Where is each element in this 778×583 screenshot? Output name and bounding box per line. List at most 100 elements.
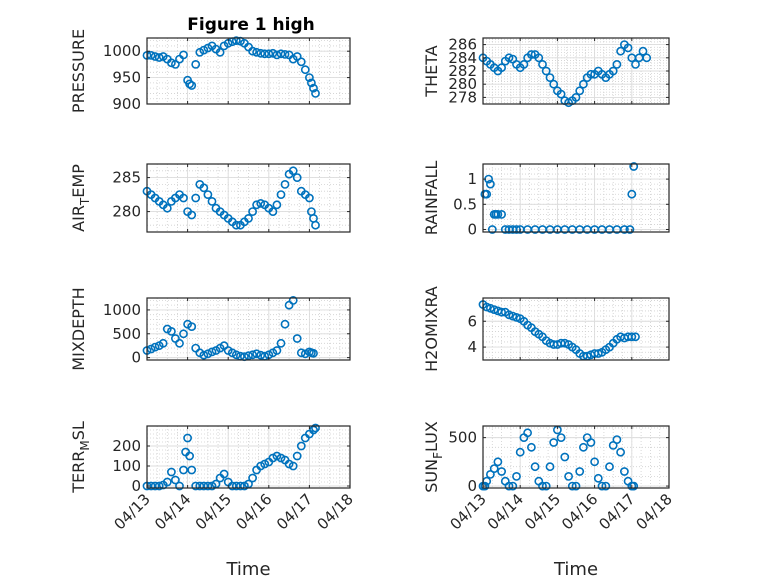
data-point <box>480 481 490 491</box>
y-tick-label: 0 <box>131 477 141 495</box>
data-point <box>179 193 188 203</box>
data-point <box>272 50 282 60</box>
data-point <box>260 49 270 59</box>
data-point <box>564 471 573 481</box>
data-point <box>272 451 282 461</box>
data-point <box>248 473 257 483</box>
data-point <box>187 465 197 475</box>
subplot-5: 0 500 1000 MIXDEPTH <box>69 287 351 371</box>
data-point <box>207 347 217 357</box>
data-point <box>162 477 172 487</box>
y-tick-label: 1 <box>467 170 477 188</box>
y-tick-label: 280 <box>448 75 477 93</box>
data-point <box>244 351 253 361</box>
data-point <box>623 43 633 53</box>
data-point <box>493 457 503 467</box>
x-tick-label: 04/14 <box>484 490 527 533</box>
data-point <box>504 481 514 491</box>
data-point <box>185 451 194 461</box>
data-point <box>288 461 298 471</box>
y-axis-label: H2OMIXRA <box>422 286 441 372</box>
data-point <box>311 220 320 230</box>
data-point <box>575 467 585 476</box>
data-point <box>239 481 249 491</box>
data-point <box>276 190 286 199</box>
data-point <box>170 60 180 69</box>
x-tick-label: 04/18 <box>633 490 676 533</box>
data-point <box>612 60 622 69</box>
data-point <box>280 179 290 189</box>
data-point <box>183 433 192 443</box>
data-point <box>276 49 286 59</box>
data-point <box>207 196 217 206</box>
data-point <box>545 462 555 472</box>
data-point <box>231 350 241 360</box>
data-point <box>288 166 298 176</box>
data-point <box>497 209 506 219</box>
data-point <box>162 203 172 213</box>
data-point <box>292 451 302 461</box>
data-point <box>199 183 209 193</box>
data-point <box>508 481 518 491</box>
y-axis-label: AIRTEMP <box>69 164 92 232</box>
data-point <box>292 173 302 182</box>
data-point <box>538 60 547 69</box>
data-point <box>252 200 261 210</box>
data-point <box>620 225 629 234</box>
data-point <box>231 36 241 45</box>
data-point <box>534 53 544 63</box>
y-tick-label: 900 <box>112 95 141 113</box>
data-point <box>616 447 625 457</box>
data-point <box>541 481 551 491</box>
x-tick-label: 04/15 <box>192 490 235 533</box>
data-point <box>219 469 229 479</box>
x-tick-label: 04/15 <box>521 490 564 533</box>
data-point <box>215 47 225 57</box>
x-tick-label: 04/17 <box>595 490 638 533</box>
data-point <box>560 338 570 348</box>
data-point <box>235 481 245 491</box>
y-tick-label: 0 <box>467 220 477 238</box>
axes-box <box>482 163 670 233</box>
data-point <box>590 457 599 467</box>
y-tick-label: 282 <box>448 62 477 80</box>
data-point <box>571 481 581 491</box>
data-point <box>631 60 640 69</box>
data-point <box>575 86 585 96</box>
data-point <box>150 52 160 61</box>
data-point <box>244 213 253 223</box>
x-tick-label: 04/18 <box>314 490 357 533</box>
data-point <box>300 65 310 75</box>
data-point <box>179 50 188 60</box>
data-point <box>497 307 506 317</box>
y-tick-label: 1000 <box>103 301 141 319</box>
y-tick-label: 286 <box>448 36 477 54</box>
y-tick-label: 1000 <box>103 42 141 60</box>
data-point <box>504 53 514 63</box>
y-tick-label: 285 <box>112 169 141 187</box>
y-tick-label: 200 <box>112 437 141 455</box>
data-point <box>556 433 566 442</box>
data-point <box>485 179 495 189</box>
data-point <box>203 349 213 359</box>
y-tick-label: 500 <box>448 429 477 447</box>
y-axis-label: RAINFALL <box>422 161 441 236</box>
data-point <box>497 467 506 476</box>
data-point <box>166 326 176 336</box>
data-point <box>268 48 278 58</box>
x-tick-label: 04/13 <box>447 490 490 533</box>
y-axis-label: THETA <box>422 45 441 97</box>
data-point <box>487 225 497 234</box>
data-point <box>627 189 637 199</box>
data-point <box>260 459 270 469</box>
subplot-3: 280 285 AIRTEMP <box>69 163 351 233</box>
data-point <box>191 193 201 203</box>
data-point <box>248 207 257 216</box>
x-axis-label: Time <box>553 559 598 580</box>
data-point <box>195 481 205 491</box>
data-point <box>256 198 266 208</box>
data-point <box>512 471 521 481</box>
data-point <box>175 481 184 491</box>
